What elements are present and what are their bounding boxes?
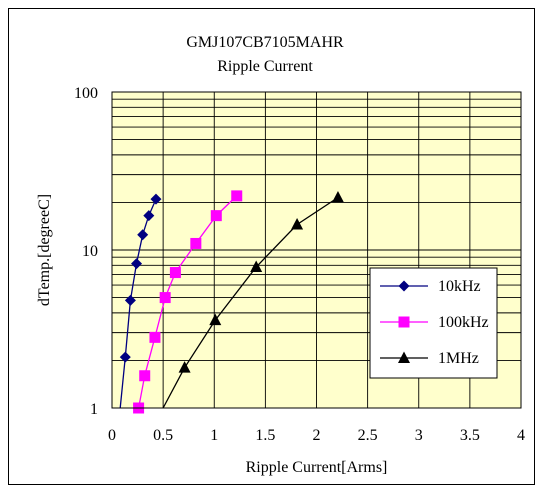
series-line-1MHz (162, 196, 339, 409)
data-point (331, 190, 344, 203)
data-point (143, 210, 155, 222)
y-tick-label: 100 (74, 85, 98, 102)
data-point (119, 351, 131, 363)
data-point (149, 331, 161, 343)
chart-frame: GMJ107CB7105MAHR Ripple Current 0 0.5 1 1.5… (8, 8, 535, 485)
data-point (124, 294, 136, 306)
legend-entry: 100kHz (380, 314, 489, 331)
legend-marker (398, 316, 410, 328)
x-tick-label: 2.5 (358, 427, 378, 444)
data-point (137, 229, 149, 241)
data-point (159, 292, 171, 304)
data-point (169, 267, 181, 279)
x-tick-label: 1.5 (255, 427, 275, 444)
tick-labels: 0 0.5 1 1.5 2 2.5 3 3.5 4 1 10 100 (74, 85, 525, 444)
y-axis-label: dTemp.[degreeC] (36, 194, 53, 306)
x-tick-label: 2 (313, 427, 321, 444)
plot-border (111, 91, 522, 409)
x-axis-label: Ripple Current[Arms] (246, 459, 388, 476)
series-1MHz (162, 190, 344, 409)
data-point (209, 313, 222, 326)
legend-entry: 10kHz (380, 278, 481, 295)
data-point (139, 370, 151, 382)
data-point (210, 210, 222, 222)
legend: 10kHz 100kHz 1MHz (369, 267, 498, 379)
legend-marker (398, 351, 410, 363)
y-tick-label: 10 (82, 243, 98, 260)
data-point (190, 237, 202, 249)
ripple-current-chart: GMJ107CB7105MAHR Ripple Current 0 0.5 1 1.5… (36, 34, 525, 476)
data-point (178, 361, 191, 373)
y-tick-label: 1 (90, 401, 98, 418)
gridlines (112, 92, 521, 408)
chart-subtitle: Ripple Current (217, 58, 313, 75)
data-point (250, 260, 263, 273)
data-point (231, 190, 243, 202)
legend-label: 1MHz (438, 350, 479, 367)
x-tick-label: 1 (210, 427, 218, 444)
legend-marker (398, 280, 410, 292)
data-point (291, 218, 304, 230)
series-10kHz (119, 193, 162, 409)
legend-label: 100kHz (438, 314, 489, 331)
x-tick-label: 4 (517, 427, 525, 444)
legend-entry: 1MHz (380, 350, 479, 367)
legend-label: 10kHz (438, 278, 481, 295)
x-tick-label: 0.5 (153, 427, 173, 444)
data-point (150, 193, 162, 205)
chart-title: GMJ107CB7105MAHR (186, 34, 344, 51)
x-tick-label: 3.5 (460, 427, 480, 444)
x-tick-label: 0 (108, 427, 116, 444)
data-point (131, 258, 143, 270)
x-tick-label: 3 (415, 427, 423, 444)
